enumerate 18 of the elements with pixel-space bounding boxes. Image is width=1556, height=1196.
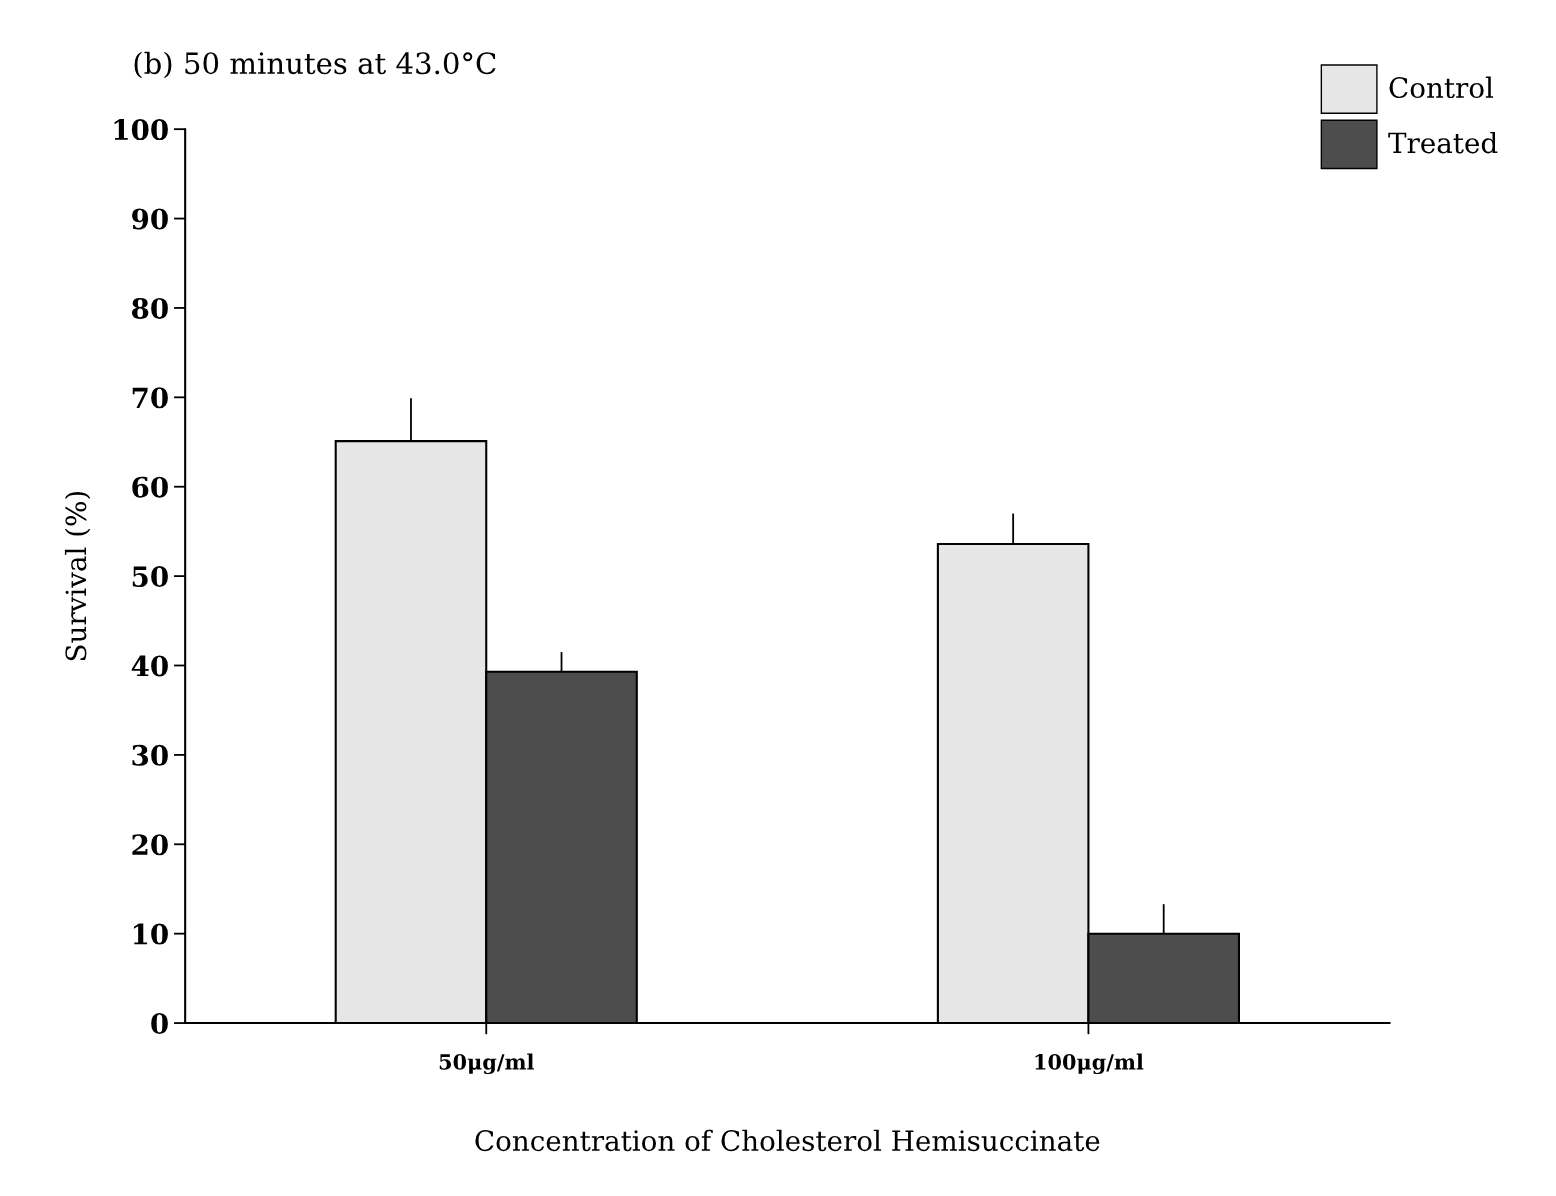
legend-label: Treated (1388, 131, 1498, 154)
y-tick-label: 40 (131, 655, 168, 677)
y-tick-label: 0 (151, 1013, 168, 1035)
legend-label: Control (1389, 76, 1494, 99)
y-tick-label: 90 (132, 208, 168, 230)
y-tick-label: 100 (114, 119, 168, 141)
chart-title: (b) 50 minutes at 43.0°C (134, 51, 496, 79)
y-tick-label: 70 (132, 387, 168, 409)
y-tick-label: 60 (132, 476, 168, 498)
y-tick-label: 80 (131, 297, 168, 319)
y-tick-label: 10 (133, 923, 168, 945)
y-axis-title: Survival (%) (64, 491, 91, 661)
x-tick-label: 50μg/ml (439, 1053, 534, 1075)
y-tick-label: 30 (132, 744, 168, 766)
y-tick-label: 50 (132, 566, 168, 588)
x-axis-title: Concentration of Cholesterol Hemisuccinate (475, 1129, 1100, 1152)
y-tick-label: 20 (132, 834, 168, 856)
x-tick-label: 100μg/ml (1035, 1053, 1144, 1075)
